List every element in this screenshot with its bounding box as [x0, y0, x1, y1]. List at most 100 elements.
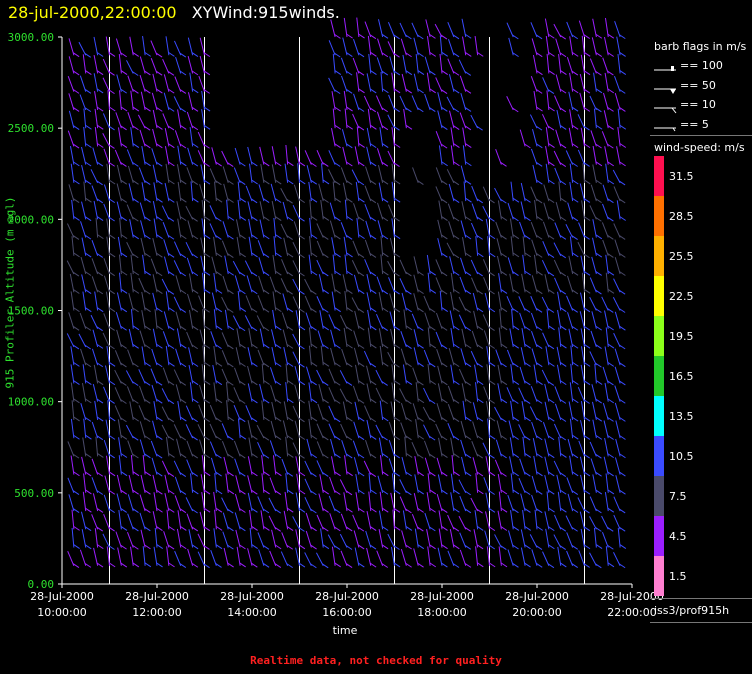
- wind-barb-staff: [366, 292, 372, 311]
- wind-barb-flag: [72, 490, 80, 495]
- wind-barb-flag: [108, 489, 116, 495]
- wind-barb-staff: [423, 440, 431, 457]
- wind-barb-staff: [69, 146, 75, 165]
- wind-barb-staff: [388, 439, 395, 457]
- wind-barb-staff: [413, 73, 419, 92]
- wind-barb-flag: [583, 399, 590, 404]
- wind-barb-staff: [163, 239, 170, 256]
- wind-barb-flag: [179, 544, 187, 550]
- wind-barb-staff: [558, 436, 562, 457]
- wind-barb-staff: [187, 220, 194, 238]
- wind-barb-staff: [328, 40, 336, 56]
- wind-barb-flag: [143, 125, 151, 131]
- wind-barb-staff: [342, 146, 348, 165]
- wind-barb-staff: [66, 260, 75, 275]
- wind-barb-flag: [203, 70, 211, 76]
- wind-barb-staff: [258, 184, 265, 202]
- wind-barb-flag: [286, 307, 294, 313]
- wind-barb-flag: [203, 252, 211, 258]
- wind-barb-staff: [328, 387, 336, 402]
- wind-barb-flag: [405, 325, 413, 331]
- wind-barb-flag: [96, 124, 104, 130]
- wind-barb-staff: [569, 109, 574, 129]
- wind-barb-staff: [285, 144, 289, 165]
- wind-barb-staff: [140, 91, 146, 111]
- wind-barb-flag: [251, 234, 258, 240]
- wind-barb-staff: [615, 438, 621, 457]
- wind-barb-staff: [604, 346, 609, 366]
- wind-barb-staff: [70, 163, 75, 183]
- wind-barb-flag: [618, 88, 626, 94]
- wind-barb-flag: [263, 234, 270, 240]
- wind-barb-staff: [460, 348, 467, 366]
- wind-barb-staff: [554, 514, 562, 530]
- wind-barb-staff: [472, 421, 479, 439]
- wind-barb-flag: [132, 161, 139, 167]
- wind-barb-flag: [405, 344, 412, 350]
- wind-barb-flag: [369, 216, 377, 222]
- wind-barb-flag: [345, 326, 353, 332]
- wind-barb-flag: [358, 234, 365, 240]
- wind-barb-flag: [488, 252, 496, 258]
- wind-barb-flag: [250, 289, 258, 295]
- wind-barb-staff: [617, 108, 621, 129]
- wind-barb-flag: [239, 362, 246, 367]
- wind-barb-staff: [530, 386, 538, 402]
- wind-barb-flag: [547, 526, 555, 532]
- wind-barb-staff: [71, 400, 75, 420]
- wind-barb-flag: [607, 489, 615, 495]
- wind-barb-staff: [530, 331, 538, 348]
- wind-barb-flag: [334, 453, 341, 459]
- wind-barb-flag: [310, 472, 317, 477]
- wind-barb-flag: [250, 198, 258, 204]
- wind-barb-flag: [393, 34, 400, 40]
- wind-barb-flag: [203, 270, 211, 276]
- colorbar-label: 25.5: [669, 250, 694, 263]
- wind-barb-staff: [614, 21, 621, 38]
- wind-barb-flag: [358, 416, 365, 422]
- wind-barb-flag: [583, 143, 591, 149]
- wind-barb-flag: [132, 325, 140, 331]
- wind-barb-flag: [500, 489, 508, 495]
- wind-barb-staff: [212, 364, 217, 384]
- wind-barb-flag: [191, 216, 198, 222]
- wind-barb-staff: [495, 221, 502, 238]
- wind-barb-flag: [239, 526, 246, 532]
- wind-barb-flag: [286, 343, 294, 349]
- wind-barb-staff: [459, 112, 467, 129]
- wind-barb-staff: [591, 384, 597, 402]
- wind-barb-staff: [91, 276, 99, 293]
- wind-barb-flag: [559, 435, 567, 441]
- wind-barb-staff: [387, 22, 395, 38]
- wind-barb-flag: [120, 216, 128, 222]
- wind-barb-flag: [369, 362, 377, 368]
- wind-barb-staff: [68, 494, 75, 512]
- wind-barb-staff: [342, 182, 348, 202]
- wind-barb-staff: [413, 37, 419, 56]
- wind-barb-staff: [197, 150, 205, 165]
- wind-barb-flag: [357, 107, 365, 112]
- wind-barb-staff: [590, 130, 597, 147]
- wind-barb-staff: [236, 328, 241, 348]
- wind-barb-flag: [357, 271, 365, 277]
- wind-barb-flag: [476, 51, 484, 57]
- wind-barb-flag: [346, 507, 353, 513]
- wind-barb-flag: [559, 526, 567, 532]
- wind-barb-flag: [571, 343, 579, 349]
- wind-barb-staff: [140, 474, 146, 493]
- wind-barb-staff: [128, 328, 134, 348]
- wind-barb-flag: [619, 252, 626, 258]
- wind-barb-flag: [144, 51, 152, 57]
- wind-barb-flag: [405, 526, 413, 531]
- wind-barb-flag: [168, 179, 175, 185]
- wind-barb-staff: [403, 109, 407, 129]
- wind-barb-staff: [151, 148, 158, 165]
- wind-barb-flag: [441, 508, 448, 513]
- wind-barb-staff: [175, 384, 182, 402]
- wind-barb-flag: [132, 471, 140, 477]
- wind-barb-staff: [141, 182, 146, 202]
- wind-barb-flag: [417, 70, 425, 75]
- wind-barb-staff: [617, 53, 621, 74]
- wind-barb-staff: [402, 510, 407, 530]
- wind-barb-flag: [203, 563, 210, 569]
